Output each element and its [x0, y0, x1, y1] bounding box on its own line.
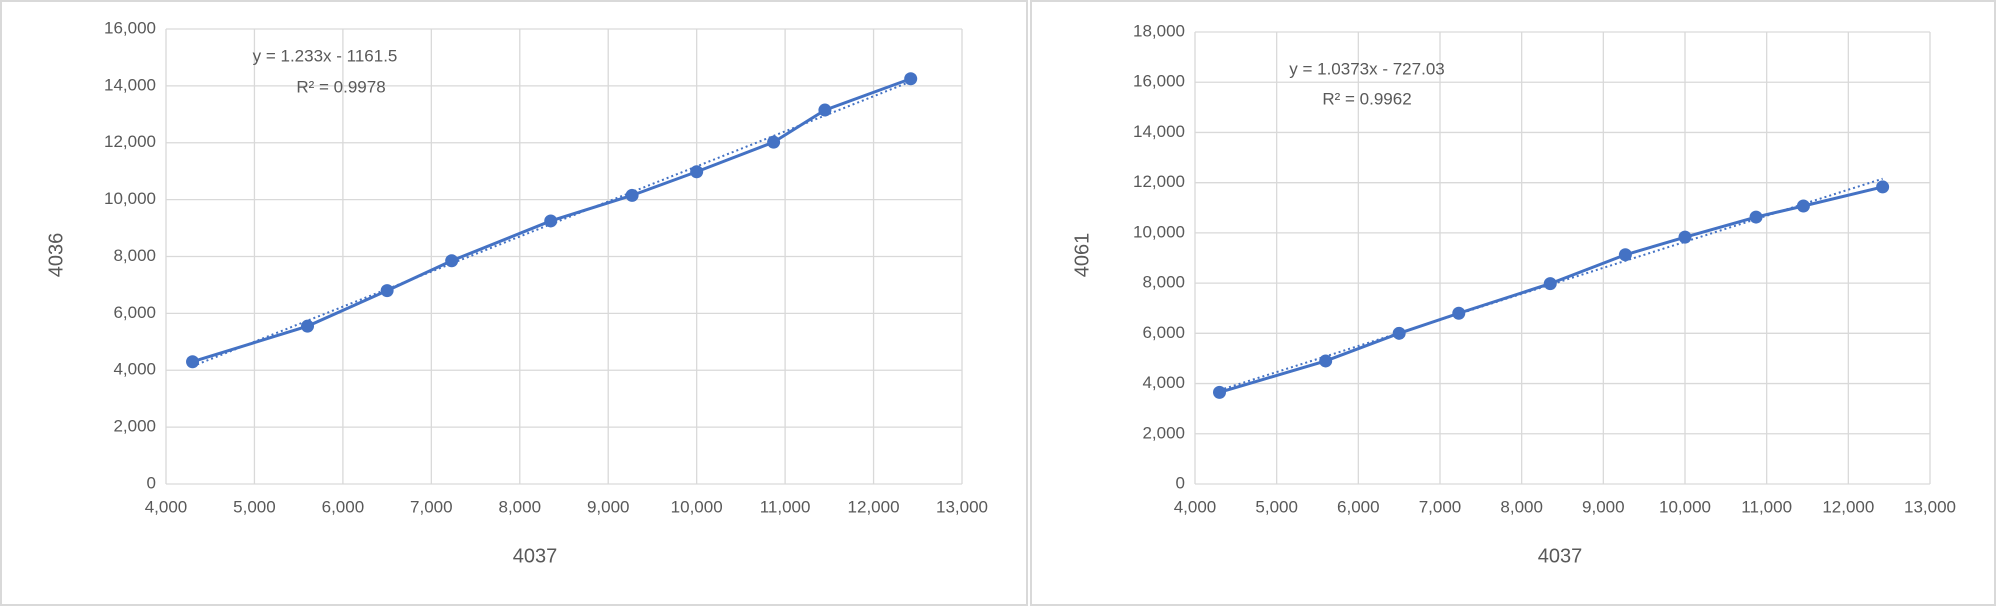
data-point — [767, 135, 781, 149]
y-tick-label: 6,000 — [113, 303, 156, 322]
data-point — [544, 214, 558, 228]
data-point — [380, 284, 394, 298]
data-point — [1678, 230, 1692, 244]
y-tick-label: 18,000 — [1133, 21, 1185, 40]
x-tick-label: 10,000 — [1659, 497, 1711, 516]
panel — [1030, 0, 1996, 606]
data-point — [1452, 306, 1466, 320]
data-point — [445, 254, 459, 268]
y-tick-label: 10,000 — [1133, 222, 1185, 241]
x-tick-label: 5,000 — [1255, 497, 1298, 516]
trendline-equation: y = 1.0373x - 727.03 — [1289, 59, 1444, 78]
data-point — [818, 103, 832, 117]
x-tick-label: 10,000 — [671, 497, 723, 516]
trendline-r2: R² = 0.9962 — [1322, 89, 1411, 108]
x-tick-label: 12,000 — [848, 497, 900, 516]
x-tick-label: 12,000 — [1822, 497, 1874, 516]
x-tick-label: 9,000 — [1582, 497, 1625, 516]
x-tick-label: 13,000 — [936, 497, 988, 516]
series-line — [1219, 185, 1883, 394]
data-point — [1213, 385, 1226, 399]
x-axis-title: 4037 — [1538, 545, 1583, 567]
y-tick-label: 16,000 — [1133, 72, 1185, 91]
y-tick-label: 4,000 — [1142, 373, 1185, 392]
y-axis-title: 4036 — [45, 233, 67, 278]
x-axis-title: 4037 — [513, 545, 558, 567]
x-tick-label: 9,000 — [587, 497, 630, 516]
y-tick-label: 14,000 — [1133, 122, 1185, 141]
y-tick-label: 8,000 — [113, 246, 156, 265]
data-point — [186, 355, 200, 369]
x-tick-label: 4,000 — [1174, 497, 1217, 516]
data-point — [904, 72, 918, 86]
y-axis-title: 4061 — [1071, 233, 1093, 278]
data-point — [690, 165, 704, 179]
data-point — [625, 188, 639, 202]
data-point — [1392, 326, 1406, 340]
data-point — [1319, 354, 1333, 368]
y-tick-label: 14,000 — [104, 75, 156, 94]
data-point — [1876, 180, 1890, 194]
data-point — [301, 319, 315, 333]
x-tick-label: 11,000 — [760, 497, 811, 516]
panel — [0, 0, 1028, 606]
x-tick-label: 5,000 — [233, 497, 276, 516]
y-tick-label: 2,000 — [1142, 423, 1185, 442]
y-tick-label: 4,000 — [113, 360, 156, 379]
y-tick-label: 0 — [147, 473, 156, 492]
x-tick-label: 13,000 — [1904, 497, 1956, 516]
data-point — [1796, 199, 1810, 213]
y-tick-label: 0 — [1176, 473, 1185, 492]
x-tick-label: 7,000 — [1419, 497, 1462, 516]
y-tick-label: 8,000 — [1142, 273, 1185, 292]
series-line — [192, 77, 912, 364]
x-tick-label: 8,000 — [499, 497, 542, 516]
data-point — [1618, 248, 1632, 262]
trendline-equation: y = 1.233x - 1161.5 — [253, 46, 398, 65]
y-tick-label: 12,000 — [1133, 172, 1185, 191]
x-tick-label: 4,000 — [145, 497, 188, 516]
x-tick-label: 6,000 — [322, 497, 365, 516]
x-tick-label: 11,000 — [1741, 497, 1792, 516]
data-point — [1543, 277, 1557, 291]
y-tick-label: 6,000 — [1142, 323, 1185, 342]
y-tick-label: 10,000 — [104, 189, 156, 208]
x-tick-label: 6,000 — [1337, 497, 1380, 516]
y-tick-label: 2,000 — [113, 417, 156, 436]
y-tick-label: 12,000 — [104, 132, 156, 151]
data-point — [1749, 210, 1763, 224]
x-tick-label: 7,000 — [410, 497, 453, 516]
y-tick-label: 16,000 — [104, 18, 156, 37]
trendline-r2: R² = 0.9978 — [296, 77, 385, 96]
x-tick-label: 8,000 — [1500, 497, 1543, 516]
